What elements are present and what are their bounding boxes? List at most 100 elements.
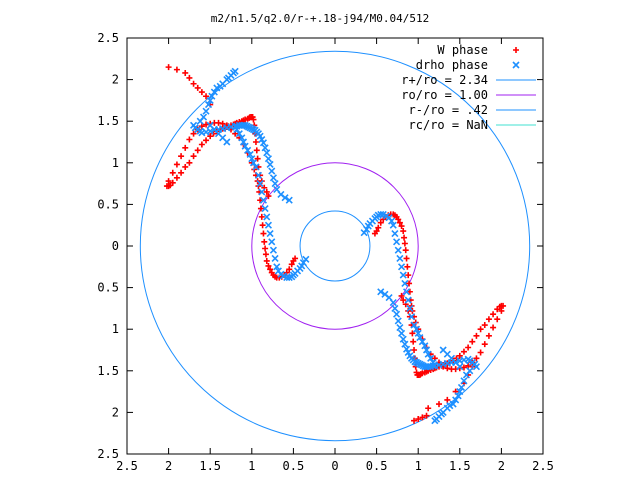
point [165,178,172,185]
point [182,163,189,170]
point [267,266,274,273]
point [263,257,270,264]
point [400,228,407,235]
point [498,307,505,314]
x-axis: 2.5 2 1.5 1 0.5 0 0.5 1 1.5 2 2.5 [116,38,554,473]
point [233,125,241,134]
y-tick-label: 0.5 [97,197,119,211]
point [261,144,269,152]
x-tick-label: 2 [165,459,172,473]
point [246,150,254,159]
point [409,330,416,337]
point [406,304,414,312]
point [394,317,402,325]
point [481,341,488,348]
point [375,224,382,231]
point [252,139,259,145]
point [436,401,442,408]
point [397,263,406,271]
point [182,144,189,151]
point [391,229,399,238]
legend-label: r+/ro = 2.34 [401,73,488,87]
point [173,66,180,73]
point [398,223,405,230]
point [257,197,264,204]
point [169,169,176,176]
y-tick-label: 0 [112,239,119,253]
point [393,310,401,318]
point [253,147,260,154]
point [400,297,407,304]
point [241,142,249,150]
point [186,136,193,143]
y-tick-label: 1.5 [97,114,119,128]
point [399,335,407,343]
x-tick-label: 1 [248,459,255,473]
point [460,377,468,385]
point [410,321,418,329]
point [244,146,252,154]
point [203,121,210,128]
point [423,412,430,419]
point [248,155,256,163]
point [273,263,281,271]
point [444,365,451,372]
point [206,121,214,129]
legend-label: rc/ro = NaN [409,118,488,132]
point [206,96,214,104]
point [178,153,185,160]
point [189,121,198,129]
point [431,417,439,425]
point [427,354,435,362]
point [210,88,218,96]
point [268,167,276,175]
point [269,246,277,254]
point [472,363,481,371]
point [198,89,205,96]
point [266,229,274,238]
point [485,332,492,339]
point [239,138,248,146]
point [469,338,476,345]
x-tick-label: 1 [415,459,422,473]
point [260,230,267,237]
point [410,338,417,345]
point [254,171,263,179]
y-tick-label: 2.5 [97,31,119,45]
x-tick-label: 1.5 [199,459,221,473]
point [425,405,432,412]
point [265,193,272,200]
point [258,213,265,220]
point [396,254,404,263]
point [266,160,274,169]
point [190,80,197,87]
point [269,174,277,182]
x-tick-label: 2.5 [116,459,138,473]
point [263,149,271,157]
circle-1 [251,162,419,330]
point [481,322,488,329]
y-tick-label: 1 [112,156,119,170]
point [429,358,437,367]
point [401,240,408,247]
point [264,221,273,229]
point [456,388,464,396]
point [490,311,497,318]
legend-label: drho phase [416,58,488,72]
point [448,366,455,373]
point [199,113,208,121]
point [259,196,268,204]
point [186,74,193,81]
point [401,340,409,348]
point [208,92,216,100]
point [404,296,412,304]
point [422,346,431,354]
point [252,163,260,171]
point [163,183,170,190]
point [256,180,264,188]
point [165,64,172,71]
point [460,348,467,355]
point [261,238,268,245]
